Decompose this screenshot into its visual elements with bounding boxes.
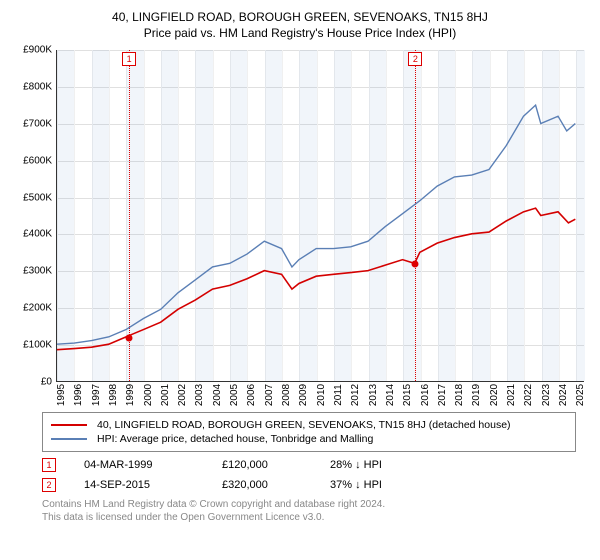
x-tick-label: 2016: [420, 384, 431, 406]
price-chart-container: 40, LINGFIELD ROAD, BOROUGH GREEN, SEVEN…: [0, 0, 600, 532]
y-tick-label: £800K: [12, 81, 52, 92]
x-tick-label: 2001: [160, 384, 171, 406]
chart-lines-svg: [57, 50, 584, 381]
x-tick-label: 2017: [437, 384, 448, 406]
x-tick-label: 2024: [558, 384, 569, 406]
legend-item: HPI: Average price, detached house, Tonb…: [51, 433, 567, 445]
x-tick-label: 2014: [385, 384, 396, 406]
plot-inner: 12: [56, 50, 584, 382]
plot-area: 12 £0£100K£200K£300K£400K£500K£600K£700K…: [12, 46, 588, 406]
x-tick-label: 1995: [56, 384, 67, 406]
x-tick-label: 2007: [264, 384, 275, 406]
sale-row-marker: 1: [42, 458, 56, 472]
x-tick-label: 2020: [489, 384, 500, 406]
x-tick-label: 2003: [194, 384, 205, 406]
footer-attribution: Contains HM Land Registry data © Crown c…: [42, 498, 588, 524]
x-tick-label: 2002: [177, 384, 188, 406]
series-price_paid: [57, 208, 575, 350]
x-tick-label: 2019: [471, 384, 482, 406]
x-tick-label: 2010: [316, 384, 327, 406]
series-hpi: [57, 105, 575, 344]
sales-list: 1 04-MAR-1999 £120,000 28% ↓ HPI 2 14-SEP-201…: [12, 458, 588, 492]
sale-marker-box: 1: [122, 52, 136, 66]
x-tick-label: 2005: [229, 384, 240, 406]
legend-item: 40, LINGFIELD ROAD, BOROUGH GREEN, SEVEN…: [51, 419, 567, 431]
x-tick-label: 2025: [575, 384, 586, 406]
x-tick-label: 1997: [91, 384, 102, 406]
x-tick-label: 2022: [523, 384, 534, 406]
sale-vs-hpi: 37% ↓ HPI: [330, 479, 382, 491]
sale-row: 2 14-SEP-2015 £320,000 37% ↓ HPI: [42, 478, 588, 492]
legend-label: HPI: Average price, detached house, Tonb…: [97, 433, 373, 445]
x-tick-label: 1999: [125, 384, 136, 406]
y-tick-label: £700K: [12, 118, 52, 129]
x-tick-label: 2004: [212, 384, 223, 406]
footer-line-1: Contains HM Land Registry data © Crown c…: [42, 498, 588, 511]
sale-marker-dot: [412, 260, 419, 267]
sale-row: 1 04-MAR-1999 £120,000 28% ↓ HPI: [42, 458, 588, 472]
legend-label: 40, LINGFIELD ROAD, BOROUGH GREEN, SEVEN…: [97, 419, 511, 431]
y-tick-label: £400K: [12, 229, 52, 240]
x-tick-label: 2023: [541, 384, 552, 406]
sale-date: 04-MAR-1999: [84, 459, 194, 471]
sale-marker-box: 2: [408, 52, 422, 66]
legend-swatch: [51, 424, 87, 426]
y-tick-label: £0: [12, 377, 52, 388]
x-tick-label: 2018: [454, 384, 465, 406]
x-tick-label: 2011: [333, 384, 344, 406]
sale-date: 14-SEP-2015: [84, 479, 194, 491]
sale-price: £120,000: [222, 459, 302, 471]
x-tick-label: 2021: [506, 384, 517, 406]
x-tick-label: 2013: [368, 384, 379, 406]
x-tick-label: 2008: [281, 384, 292, 406]
x-tick-label: 2012: [350, 384, 361, 406]
x-tick-label: 2015: [402, 384, 413, 406]
y-tick-label: £600K: [12, 155, 52, 166]
legend-swatch: [51, 438, 87, 440]
chart-title-address: 40, LINGFIELD ROAD, BOROUGH GREEN, SEVEN…: [12, 10, 588, 24]
y-tick-label: £900K: [12, 45, 52, 56]
y-tick-label: £200K: [12, 303, 52, 314]
y-tick-label: £500K: [12, 192, 52, 203]
y-tick-label: £100K: [12, 340, 52, 351]
chart-subtitle: Price paid vs. HM Land Registry's House …: [12, 26, 588, 40]
sale-marker-dot: [126, 334, 133, 341]
footer-line-2: This data is licensed under the Open Gov…: [42, 511, 588, 524]
legend: 40, LINGFIELD ROAD, BOROUGH GREEN, SEVEN…: [42, 412, 576, 452]
sale-row-marker: 2: [42, 478, 56, 492]
x-tick-label: 2009: [298, 384, 309, 406]
x-tick-label: 1996: [73, 384, 84, 406]
x-tick-label: 2006: [246, 384, 257, 406]
sale-vs-hpi: 28% ↓ HPI: [330, 459, 382, 471]
x-tick-label: 1998: [108, 384, 119, 406]
x-tick-label: 2000: [143, 384, 154, 406]
y-tick-label: £300K: [12, 266, 52, 277]
sale-price: £320,000: [222, 479, 302, 491]
